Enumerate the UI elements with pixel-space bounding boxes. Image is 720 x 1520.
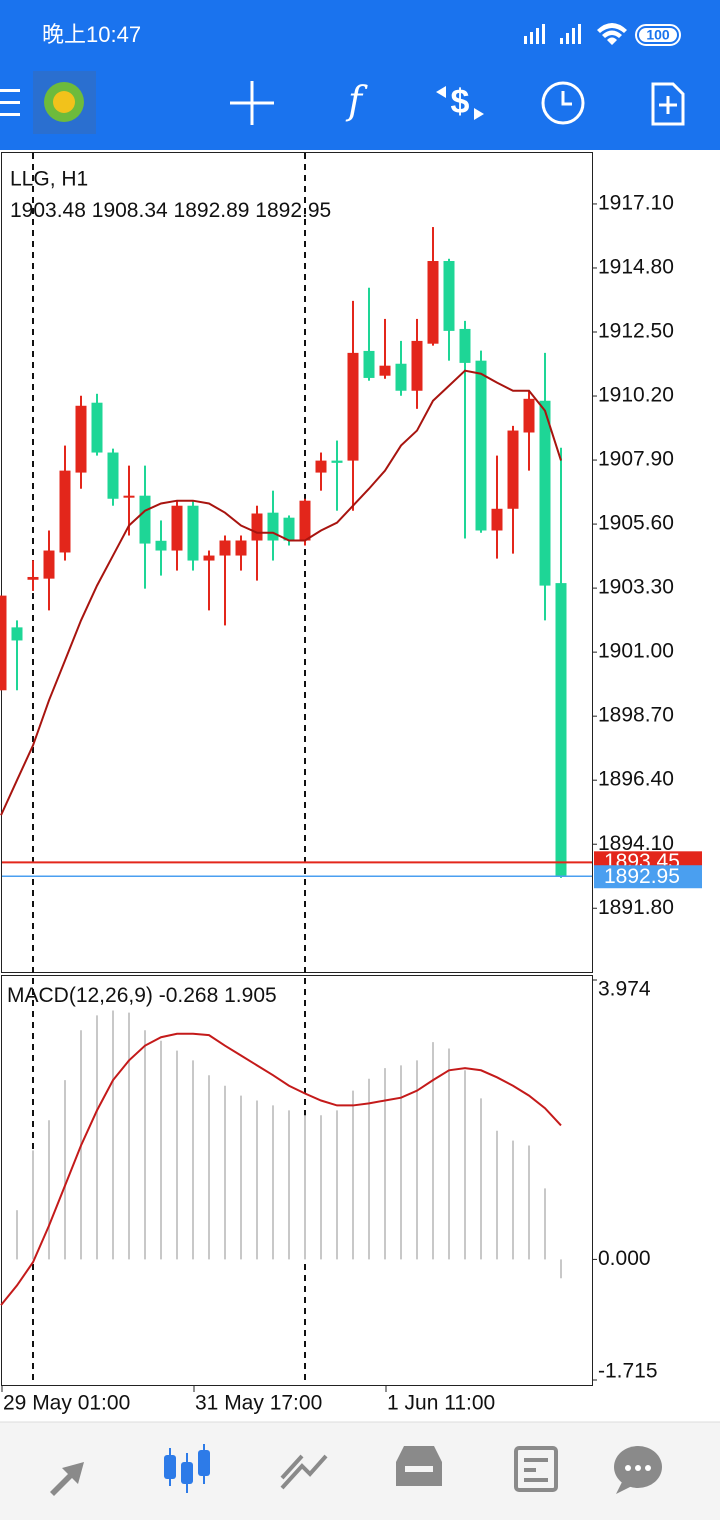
y-tick-label: 1914.80	[598, 256, 674, 279]
ohlc-label: 1903.48 1908.34 1892.89 1892.95	[10, 199, 331, 222]
candle-body	[395, 363, 407, 391]
candle-body	[0, 595, 7, 691]
ohlc-close: 1892.95	[255, 199, 331, 222]
candle-body	[123, 495, 135, 498]
candle-body	[475, 360, 487, 531]
candle-body	[267, 512, 279, 541]
y-tick-label: 1910.20	[598, 384, 674, 407]
candle-body	[331, 460, 343, 463]
nav-chart[interactable]	[164, 1444, 210, 1493]
candle-body	[235, 540, 247, 556]
app-logo[interactable]	[33, 71, 96, 134]
battery	[635, 24, 681, 46]
candle-body	[59, 470, 71, 553]
y-tick-label: 1901.00	[598, 640, 674, 663]
macd-tick-label: -1.715	[598, 1360, 658, 1383]
battery-fill	[639, 28, 677, 42]
bid-label: 1892.95	[604, 865, 680, 888]
y-tick-label: 1905.60	[598, 512, 674, 535]
top-bar	[0, 0, 720, 150]
candle-body	[523, 398, 535, 433]
nav-news[interactable]	[514, 1446, 558, 1492]
macd-value: -0.268	[159, 984, 219, 1007]
candle-body	[11, 627, 23, 641]
candle-body	[107, 452, 119, 499]
svg-text:$: $	[451, 83, 470, 121]
trade-button[interactable]: $	[436, 83, 484, 121]
candle-body	[411, 340, 423, 391]
period-separators	[32, 153, 306, 1385]
period-button[interactable]	[541, 81, 585, 125]
y-tick-label: 1896.40	[598, 768, 674, 791]
macd-signal	[0, 1032, 562, 1306]
y-tick-label: 1907.90	[598, 448, 674, 471]
bottom-nav	[0, 1422, 720, 1520]
candle-body	[171, 505, 183, 551]
candle-body	[139, 495, 151, 544]
candle-body	[187, 505, 199, 561]
macd-tick-label: 3.974	[598, 978, 651, 1001]
candle-body	[315, 460, 327, 473]
macd-pane	[1, 975, 593, 1386]
y-tick-label: 1903.30	[598, 576, 674, 599]
status-time: 晚上10:47	[42, 22, 141, 47]
symbol-label: LLG, H1	[10, 168, 88, 191]
candle-body	[459, 328, 471, 363]
ohlc-open: 1903.48	[10, 199, 86, 222]
y-tick-label: 1917.10	[598, 191, 674, 214]
candle-body	[347, 352, 359, 461]
crosshair-button[interactable]	[230, 81, 274, 125]
new-order-button[interactable]	[651, 82, 685, 126]
candle-body	[43, 550, 55, 579]
candle-body	[203, 555, 215, 561]
candle-body	[491, 508, 503, 531]
nav-trade[interactable]	[280, 1454, 328, 1490]
main-pane	[1, 152, 593, 973]
menu-button[interactable]	[0, 89, 20, 116]
nav-quotes[interactable]	[50, 1462, 84, 1496]
ohlc-low: 1892.89	[174, 199, 250, 222]
candle-body	[427, 261, 439, 344]
y-tick-label: 1912.50	[598, 320, 674, 343]
candle-body	[91, 402, 103, 453]
candle-body	[555, 583, 567, 877]
y-tick-label: 1898.70	[598, 704, 674, 727]
macd-name: MACD(12,26,9)	[7, 984, 153, 1007]
candle-body	[299, 500, 311, 541]
candle-body	[219, 540, 231, 556]
candle-body	[75, 405, 87, 473]
signal-value: 1.905	[224, 984, 277, 1007]
ohlc-high: 1908.34	[92, 199, 168, 222]
candle-body	[379, 365, 391, 376]
candle-body	[507, 430, 519, 509]
candle-body	[443, 261, 455, 331]
nav-chat[interactable]	[614, 1446, 662, 1494]
nav-history[interactable]	[396, 1446, 442, 1486]
candle-body	[27, 576, 39, 580]
bid-box	[594, 865, 702, 889]
x-tick-label: 1 Jun 11:00	[387, 1392, 495, 1415]
macd-label: MACD(12,26,9) -0.268 1.905	[7, 984, 277, 1007]
y-tick-label: 1894.10	[598, 832, 674, 855]
battery-level: 100	[646, 27, 670, 43]
moving-average	[0, 369, 562, 816]
candle-body	[539, 400, 551, 586]
x-tick-label: 29 May 01:00	[3, 1392, 130, 1415]
candle-body	[251, 513, 263, 541]
candle-body	[283, 517, 295, 541]
y-tick-label: 1891.80	[598, 896, 674, 919]
signal-icons	[524, 23, 627, 45]
macd-tick-label: 0.000	[598, 1247, 651, 1270]
candle-body	[363, 350, 375, 378]
x-tick-label: 31 May 17:00	[195, 1392, 322, 1415]
candle-body	[155, 540, 167, 551]
